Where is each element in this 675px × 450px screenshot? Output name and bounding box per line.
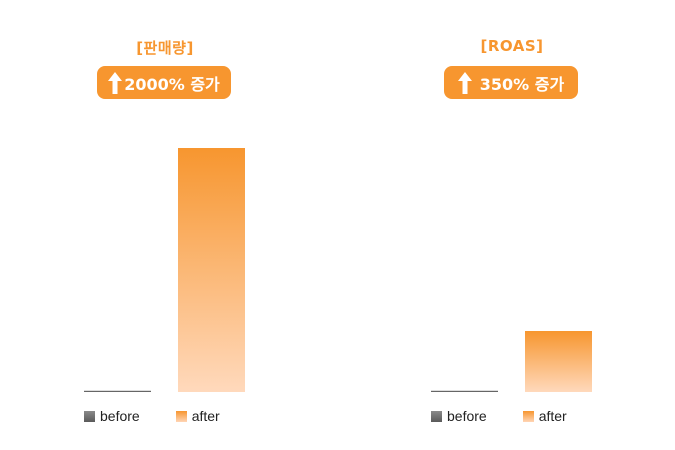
- badge-text: 2000% 증가: [124, 74, 220, 94]
- legend-label-after: after: [538, 408, 567, 424]
- legend-label-before: before: [100, 408, 140, 424]
- bar-chart: [431, 331, 592, 392]
- chart-title: [ROAS]: [480, 37, 544, 55]
- bar-after: [525, 331, 592, 392]
- legend-swatch-before: [84, 410, 95, 422]
- badge-text: 350% 증가: [479, 74, 565, 94]
- legend-item-before: before: [84, 408, 140, 424]
- legend-label-before: before: [447, 408, 487, 424]
- arrow-up-icon: [457, 71, 472, 94]
- legend-label-after: after: [191, 408, 220, 424]
- legend-swatch-after: [175, 410, 187, 422]
- increase-badge: 350% 증가: [444, 66, 578, 99]
- legend-item-before: before: [431, 408, 487, 424]
- chart-title: [판매량]: [136, 39, 194, 57]
- bar-before: [84, 390, 151, 392]
- bar-before: [431, 390, 498, 392]
- arrow-up-icon: [108, 71, 123, 94]
- roas-chart-panel: [ROAS] 350% 증가 before after: [362, 0, 662, 450]
- chart-legend: before after: [84, 408, 220, 424]
- sales-chart-panel: [판매량] 2000% 증가 before after: [15, 0, 315, 450]
- legend-swatch-before: [431, 410, 442, 422]
- bar-chart: [84, 148, 245, 392]
- legend-item-after: after: [522, 408, 567, 424]
- legend-swatch-after: [522, 410, 534, 422]
- chart-legend: before after: [431, 408, 567, 424]
- legend-item-after: after: [175, 408, 220, 424]
- increase-badge: 2000% 증가: [97, 66, 231, 99]
- bar-after: [178, 148, 245, 392]
